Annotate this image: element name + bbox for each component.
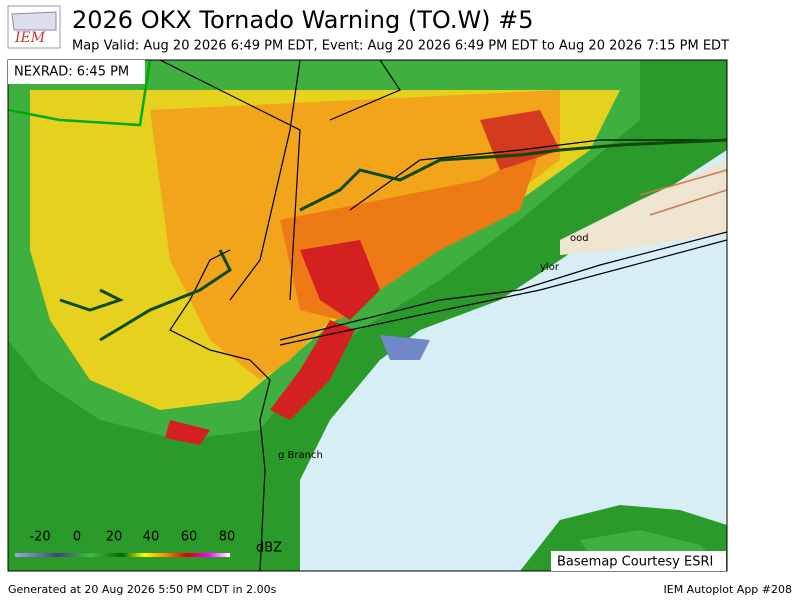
radar-time-box — [8, 60, 145, 84]
place-label: ood — [570, 233, 589, 244]
legend-tick-label: 0 — [73, 530, 81, 545]
map: g Branch ood ylor — [8, 60, 727, 571]
footer-app: IEM Autoplot App #208 — [664, 583, 793, 596]
legend-unit: dBZ — [256, 541, 282, 556]
radar-time: NEXRAD: 6:45 PM — [14, 65, 129, 80]
logo-text: IEM — [14, 30, 46, 46]
place-label: ylor — [540, 262, 560, 273]
colorbar — [15, 553, 230, 557]
logo: IEM — [7, 5, 61, 49]
footer-generated: Generated at 20 Aug 2026 5:50 PM CDT in … — [8, 583, 277, 596]
legend-tick-label: 20 — [106, 530, 123, 545]
legend-tick-label: 60 — [181, 530, 198, 545]
legend-tick-label: 40 — [143, 530, 160, 545]
place-label: g Branch — [278, 450, 323, 461]
subtitle: Map Valid: Aug 20 2026 6:49 PM EDT, Even… — [72, 39, 729, 54]
legend-tick-label: 80 — [219, 530, 236, 545]
basemap-credit: Basemap Courtesy ESRI — [557, 555, 713, 570]
map-frame — [7, 59, 728, 572]
legend-tick-label: -20 — [29, 530, 50, 545]
title: 2026 OKX Tornado Warning (TO.W) #5 — [72, 6, 534, 34]
legend: -20 0 20 40 60 80 dBZ — [15, 530, 282, 557]
credit-box — [551, 551, 726, 571]
